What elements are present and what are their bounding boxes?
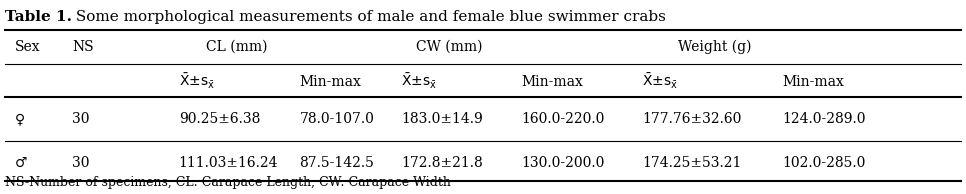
Text: Min-max: Min-max [299,75,361,89]
Text: 78.0-107.0: 78.0-107.0 [299,112,375,126]
Text: 177.76±32.60: 177.76±32.60 [642,112,742,126]
Text: 174.25±53.21: 174.25±53.21 [642,156,742,170]
Text: 30: 30 [72,156,90,170]
Text: 30: 30 [72,112,90,126]
Text: Min-max: Min-max [782,75,844,89]
Text: $\bar{\rm X}$±s$_{\bar{\rm x}}$: $\bar{\rm X}$±s$_{\bar{\rm x}}$ [642,72,678,92]
Text: ♀: ♀ [14,112,24,126]
Text: 160.0-220.0: 160.0-220.0 [522,112,605,126]
Text: 124.0-289.0: 124.0-289.0 [782,112,866,126]
Text: CL (mm): CL (mm) [206,40,268,54]
Text: Some morphological measurements of male and female blue swimmer crabs: Some morphological measurements of male … [71,10,666,24]
Text: Weight (g): Weight (g) [678,39,752,54]
Text: 102.0-285.0: 102.0-285.0 [782,156,866,170]
Text: CW (mm): CW (mm) [416,40,482,54]
Text: 172.8±21.8: 172.8±21.8 [401,156,483,170]
Text: $\bar{\rm X}$±s$_{\bar{\rm x}}$: $\bar{\rm X}$±s$_{\bar{\rm x}}$ [401,72,437,92]
Text: 130.0-200.0: 130.0-200.0 [522,156,605,170]
Text: NS-Number of specimens, CL: Carapace Length, CW: Carapace Width: NS-Number of specimens, CL: Carapace Len… [5,176,451,189]
Text: 183.0±14.9: 183.0±14.9 [401,112,483,126]
Text: Min-max: Min-max [522,75,583,89]
Text: Sex: Sex [14,40,41,54]
Text: 90.25±6.38: 90.25±6.38 [179,112,260,126]
Text: Table 1.: Table 1. [5,10,71,24]
Text: 87.5-142.5: 87.5-142.5 [299,156,375,170]
Text: NS: NS [72,40,94,54]
Text: 111.03±16.24: 111.03±16.24 [179,156,278,170]
Text: $\bar{\rm X}$±s$_{\bar{\rm x}}$: $\bar{\rm X}$±s$_{\bar{\rm x}}$ [179,72,214,92]
Text: ♂: ♂ [14,156,27,170]
